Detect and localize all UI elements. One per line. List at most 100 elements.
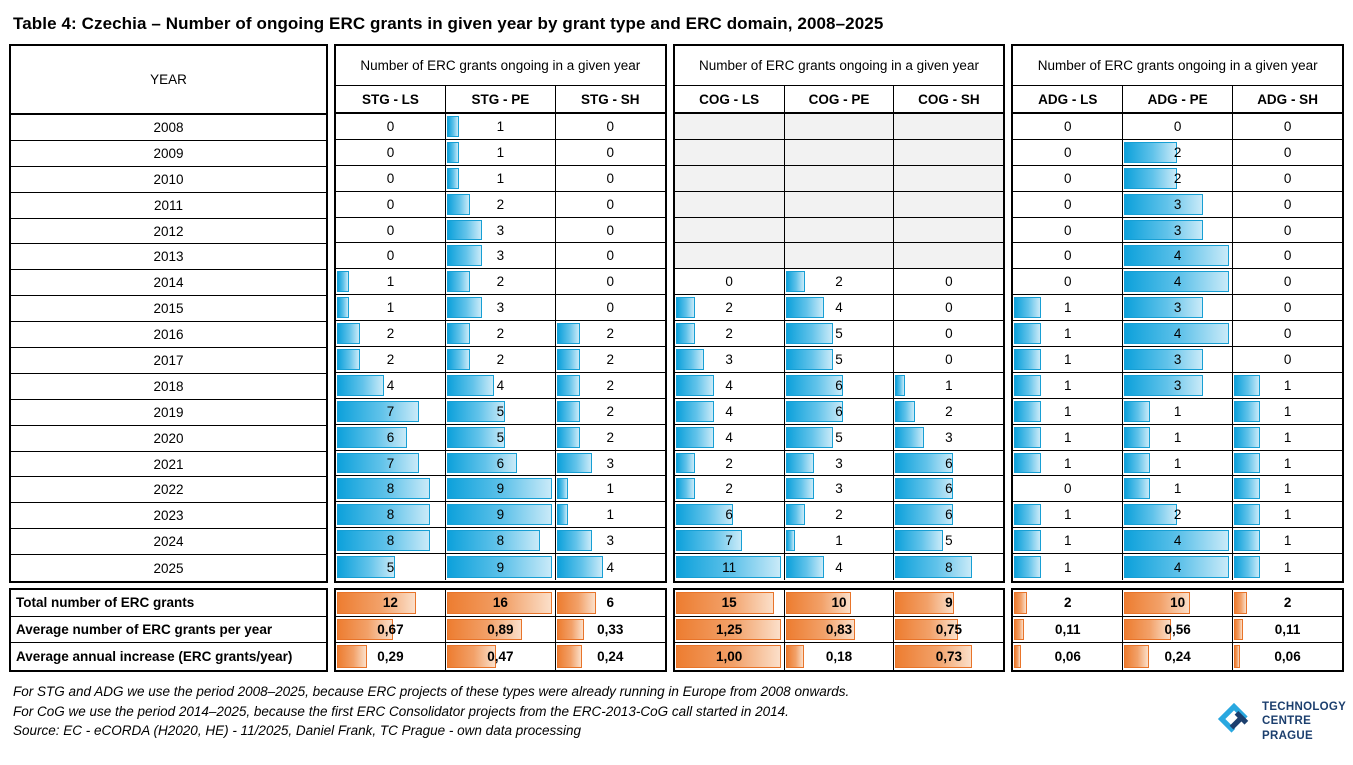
year-row: 2013 [11, 244, 326, 271]
year-cell: 2015 [11, 296, 326, 321]
cell-value: 1 [1173, 403, 1182, 419]
data-cell: 2 [554, 424, 665, 450]
year-cell: 2014 [11, 270, 326, 295]
group-header-cog: Number of ERC grants ongoing in a given … [674, 46, 1004, 86]
footnote-line: For STG and ADG we use the period 2008–2… [13, 683, 850, 699]
data-cell: 0,73 [893, 643, 1003, 670]
cell-value: 5 [496, 429, 505, 445]
data-bar-blue [1234, 504, 1261, 526]
cell-value: 0,73 [935, 648, 963, 664]
data-bar-blue [1234, 400, 1261, 422]
data-cell: 1 [1013, 425, 1122, 450]
data-row: 1 4 0 [1013, 321, 1343, 348]
data-bar-blue [1124, 297, 1203, 319]
cell-value: 4 [725, 403, 733, 419]
year-row: 2017 [11, 348, 326, 374]
cell-value: 3 [606, 455, 614, 471]
cell-value: 8 [386, 507, 395, 523]
year-row: 2011 [11, 193, 326, 219]
data-cell: 5 [444, 424, 555, 450]
data-row: 0 3 0 [336, 217, 665, 244]
data-cell: 1 [1232, 398, 1342, 424]
data-cell: 0,67 [336, 617, 445, 643]
data-bar-blue [1124, 349, 1203, 370]
year-row: 2012 [11, 219, 326, 245]
data-cell: 1 [1013, 373, 1122, 398]
cell-value: 0 [1173, 118, 1182, 134]
group-header-adg: Number of ERC grants ongoing in a given … [1013, 46, 1343, 86]
data-bar-blue [675, 400, 714, 422]
footnotes: For STG and ADG we use the period 2008–2… [13, 682, 1353, 742]
cell-value: 0 [945, 326, 953, 342]
data-row [674, 114, 1004, 140]
data-row: 0 1 1 [1013, 476, 1343, 503]
cell-value: 9 [496, 481, 505, 497]
cell-value: 5 [945, 533, 953, 549]
empty-cell [893, 165, 1004, 191]
logo-line-2: CENTRE PRAGUE [1262, 715, 1314, 742]
cell-value: 6 [835, 403, 843, 419]
data-bar-blue [446, 297, 482, 319]
summary-row: 1,25 0,83 0,75 [674, 616, 1004, 644]
data-cell: 0 [1232, 347, 1342, 372]
data-bar-blue [675, 426, 714, 448]
data-bar-blue [1014, 452, 1041, 474]
data-cell: 0 [1122, 114, 1232, 139]
cell-value: 0 [386, 118, 395, 134]
cell-value: 1 [1064, 403, 1072, 419]
cell-value: 6 [945, 481, 953, 497]
data-cell: 8 [336, 528, 445, 553]
footnote-line: Source: EC - eCORDA (H2020, HE) - 11/202… [13, 723, 581, 739]
cell-value: 0 [945, 274, 953, 290]
summary-row: 0,29 0,47 0,24 [336, 643, 665, 670]
data-cell: 1 [1232, 476, 1342, 502]
data-cell: 0 [1232, 243, 1342, 269]
cell-value: 0 [725, 274, 733, 290]
data-row: 1 3 0 [1013, 295, 1343, 322]
data-cell: 3 [1122, 372, 1232, 398]
data-bar-orange [337, 592, 416, 614]
cell-value: 0,83 [825, 621, 853, 637]
data-cell: 2 [675, 451, 784, 476]
data-row: 0 1 0 [336, 114, 665, 140]
data-row: 6 2 6 [674, 502, 1004, 529]
cell-value: 2 [1173, 507, 1182, 523]
cell-value: 4 [1173, 533, 1182, 549]
data-row: 3 5 0 [674, 347, 1004, 373]
data-bar-blue [1124, 426, 1151, 448]
data-cell: 12 [336, 590, 445, 616]
data-bar-blue [1124, 452, 1151, 474]
data-cell: 0,11 [1013, 617, 1122, 643]
data-cell: 2 [444, 269, 555, 295]
cell-value: 2 [835, 507, 843, 523]
data-bar-blue [785, 323, 834, 345]
data-cell: 2 [783, 502, 894, 528]
data-row: 0 2 0 [674, 269, 1004, 296]
data-cell: 3 [1122, 217, 1232, 243]
year-value: 2016 [153, 327, 184, 343]
data-cell: 0 [1232, 191, 1342, 217]
data-bar-blue [337, 452, 419, 474]
data-cell: 0 [1232, 295, 1342, 321]
data-cell: 0 [554, 295, 665, 321]
data-bar-blue [556, 426, 581, 448]
cell-value: 1 [835, 533, 843, 549]
cell-value: 2 [606, 429, 614, 445]
year-row: 2010 [11, 167, 326, 193]
data-cell: 0 [1232, 217, 1342, 243]
data-cell: 1 [1013, 451, 1122, 476]
data-cell: 6 [893, 476, 1003, 502]
data-row: 1 2 1 [1013, 502, 1343, 529]
cell-value: 6 [496, 455, 505, 471]
data-cell: 4 [336, 373, 445, 398]
data-bar-blue [337, 374, 384, 396]
data-cell: 0 [554, 243, 665, 269]
data-cell: 3 [783, 476, 894, 502]
data-row: 1 3 0 [336, 295, 665, 322]
column-header-cog-ls: COG - LS [699, 91, 760, 107]
cell-value: 4 [835, 300, 843, 316]
year-cell: 2020 [11, 426, 326, 451]
year-cell: 2021 [11, 452, 326, 477]
cell-value: 0,33 [597, 621, 624, 637]
data-bar-blue [1234, 452, 1261, 474]
